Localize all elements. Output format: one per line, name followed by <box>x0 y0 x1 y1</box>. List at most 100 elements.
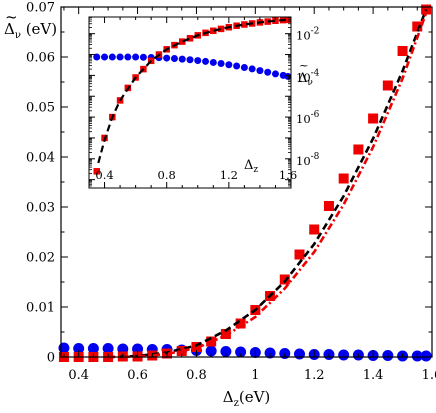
main-red-square-marker <box>338 173 349 184</box>
inset-y-axis-label-group: Δν ~ <box>298 58 313 88</box>
main-y-axis-label-unit: (eV) <box>21 20 57 38</box>
inset-y-tick-label-base: 10 <box>296 29 311 43</box>
inset-y-tick-label-base: 10 <box>296 154 311 168</box>
inset-y-tick-label-base: 10 <box>296 70 311 84</box>
inset-blue-circle-marker <box>248 65 256 73</box>
inset-y-tick-label-exponent: -4 <box>311 68 320 78</box>
main-blue-circle-marker <box>264 347 276 359</box>
main-y-tick-label: 0.04 <box>26 151 55 166</box>
main-x-axis-label-unit: (eV) <box>239 388 270 406</box>
inset-red-square-marker <box>217 25 225 33</box>
main-red-square-marker <box>368 113 379 124</box>
inset-x-tick-label: 1.2 <box>220 168 238 182</box>
inset-blue-circle-marker <box>225 61 233 69</box>
inset-blue-circle-marker <box>202 57 210 65</box>
inset-red-square-marker <box>178 38 186 45</box>
main-blue-circle-marker <box>205 345 217 357</box>
main-y-tick-label: 0.03 <box>26 201 55 216</box>
inset-red-square-marker <box>264 18 271 25</box>
main-blue-circle-marker <box>58 342 70 354</box>
inset-red-square-marker <box>284 16 292 23</box>
main-red-square-marker <box>382 80 393 91</box>
inset-y-axis-label-subscript: ν <box>307 78 312 88</box>
main-series-3-dash-dot-line <box>108 12 428 359</box>
inset-blue-circle-marker <box>209 58 217 66</box>
main-blue-circle-marker <box>73 343 85 354</box>
main-y-axis-label-group: Δν (eV) ~ <box>4 8 57 41</box>
inset-blue-circle-marker <box>217 60 225 68</box>
main-red-square-marker <box>235 318 246 329</box>
inset-axis-ticks: 0.4 0.8 1.2 1.610-210-410-610-8 <box>89 17 320 189</box>
main-x-axis-label: Δz(eV) <box>223 388 271 409</box>
main-y-axis-label-symbol: Δ <box>4 20 15 38</box>
main-y-tick-label: 0 <box>47 351 55 366</box>
inset-y-tick-label-base: 10 <box>296 112 311 126</box>
inset-blue-circle-marker <box>178 55 186 63</box>
main-x-tick-label: 0.8 <box>186 368 207 383</box>
inset-blue-circle-marker <box>271 70 279 78</box>
inset-red-square-marker <box>241 21 248 28</box>
main-x-axis-label-symbol: Δ <box>223 388 234 406</box>
inset-blue-circle-marker <box>132 53 140 61</box>
main-red-square-marker <box>412 21 423 32</box>
main-red-square-marker <box>353 144 364 155</box>
inset-blue-circle-marker <box>124 53 132 61</box>
inset-y-axis-label-symbol: Δ <box>298 71 307 86</box>
main-plot: 0.4 0.6 0.8 1 1.2 1.4 1.6 0 0.01 0.02 0.03 0.04 0.05… <box>4 1 436 410</box>
inset-y-tick-label: 10-2 <box>296 27 319 43</box>
inset-blue-circle-marker <box>108 53 116 61</box>
inset-x-axis-label-symbol: Δ <box>244 158 253 173</box>
inset-blue-circle-marker <box>101 53 109 61</box>
main-blue-circle-marker <box>420 350 432 362</box>
main-axis-ticks: 0.4 0.6 0.8 1 1.2 1.4 1.6 0 0.01 0.02 0.03 0.04 0.05… <box>26 1 436 384</box>
inset-blue-circle-marker <box>256 67 264 75</box>
inset-plot: 0.4 0.8 1.2 1.610-210-410-610-8 Δz Δν ~ <box>88 16 320 189</box>
main-x-axis-label-subscript: z <box>234 398 239 409</box>
main-y-tick-label: 0.06 <box>26 51 55 66</box>
main-x-tick-label: 1.2 <box>304 368 325 383</box>
main-blue-circle-marker <box>235 346 247 358</box>
inset-red-square-marker <box>210 27 217 35</box>
inset-x-axis-label-subscript: z <box>253 165 258 175</box>
main-x-tick-label: 1 <box>251 368 259 383</box>
inset-blue-circle-marker <box>170 54 178 62</box>
inset-y-axis-label: Δν <box>298 71 313 88</box>
main-red-square-marker <box>309 224 320 235</box>
main-y-axis-label-subscript: ν <box>15 30 21 41</box>
main-red-square-marker <box>176 346 187 356</box>
inset-y-axis-label-tilde: ~ <box>299 58 309 72</box>
inset-y-tick-label-exponent: -2 <box>311 27 320 37</box>
main-blue-circle-marker <box>102 343 114 354</box>
main-series-2-dashed-line <box>108 9 428 359</box>
inset-y-tick-label-exponent: -8 <box>311 152 320 162</box>
inset-x-tick-label: 0.4 <box>95 168 113 182</box>
main-y-tick-label: 0.07 <box>26 1 55 16</box>
main-x-tick-label: 0.6 <box>127 368 148 383</box>
inset-blue-circle-marker <box>284 72 292 80</box>
inset-blue-circle-marker <box>264 68 272 76</box>
main-y-tick-label: 0.02 <box>26 251 55 266</box>
inset-y-tick-label: 10-4 <box>296 68 320 84</box>
inset-blue-circle-marker <box>194 57 202 65</box>
main-x-tick-label: 1.6 <box>422 368 436 383</box>
main-red-square-marker <box>421 4 432 15</box>
inset-y-tick-label: 10-8 <box>296 152 320 168</box>
main-y-axis-label: Δν (eV) <box>4 20 57 41</box>
inset-blue-circle-marker <box>163 54 171 62</box>
inset-x-tick-label: 0.8 <box>158 168 176 182</box>
inset-blue-circle-marker <box>139 53 147 61</box>
main-x-tick-label: 0.4 <box>68 368 89 383</box>
inset-blue-circle-marker <box>240 63 248 71</box>
inset-red-square-marker <box>186 35 194 42</box>
main-red-square-marker <box>397 46 408 56</box>
main-y-tick-label: 0.01 <box>26 301 55 316</box>
main-y-axis-label-tilde: ~ <box>5 8 18 26</box>
main-y-tick-label: 0.05 <box>26 101 55 116</box>
inset-y-tick-label: 10-6 <box>296 110 320 126</box>
main-x-tick-label: 1.4 <box>363 368 384 383</box>
inset-red-square-marker <box>93 168 101 175</box>
inset-red-square-marker <box>272 17 279 25</box>
main-blue-circle-marker <box>87 343 99 354</box>
inset-blue-circle-marker <box>93 53 101 61</box>
